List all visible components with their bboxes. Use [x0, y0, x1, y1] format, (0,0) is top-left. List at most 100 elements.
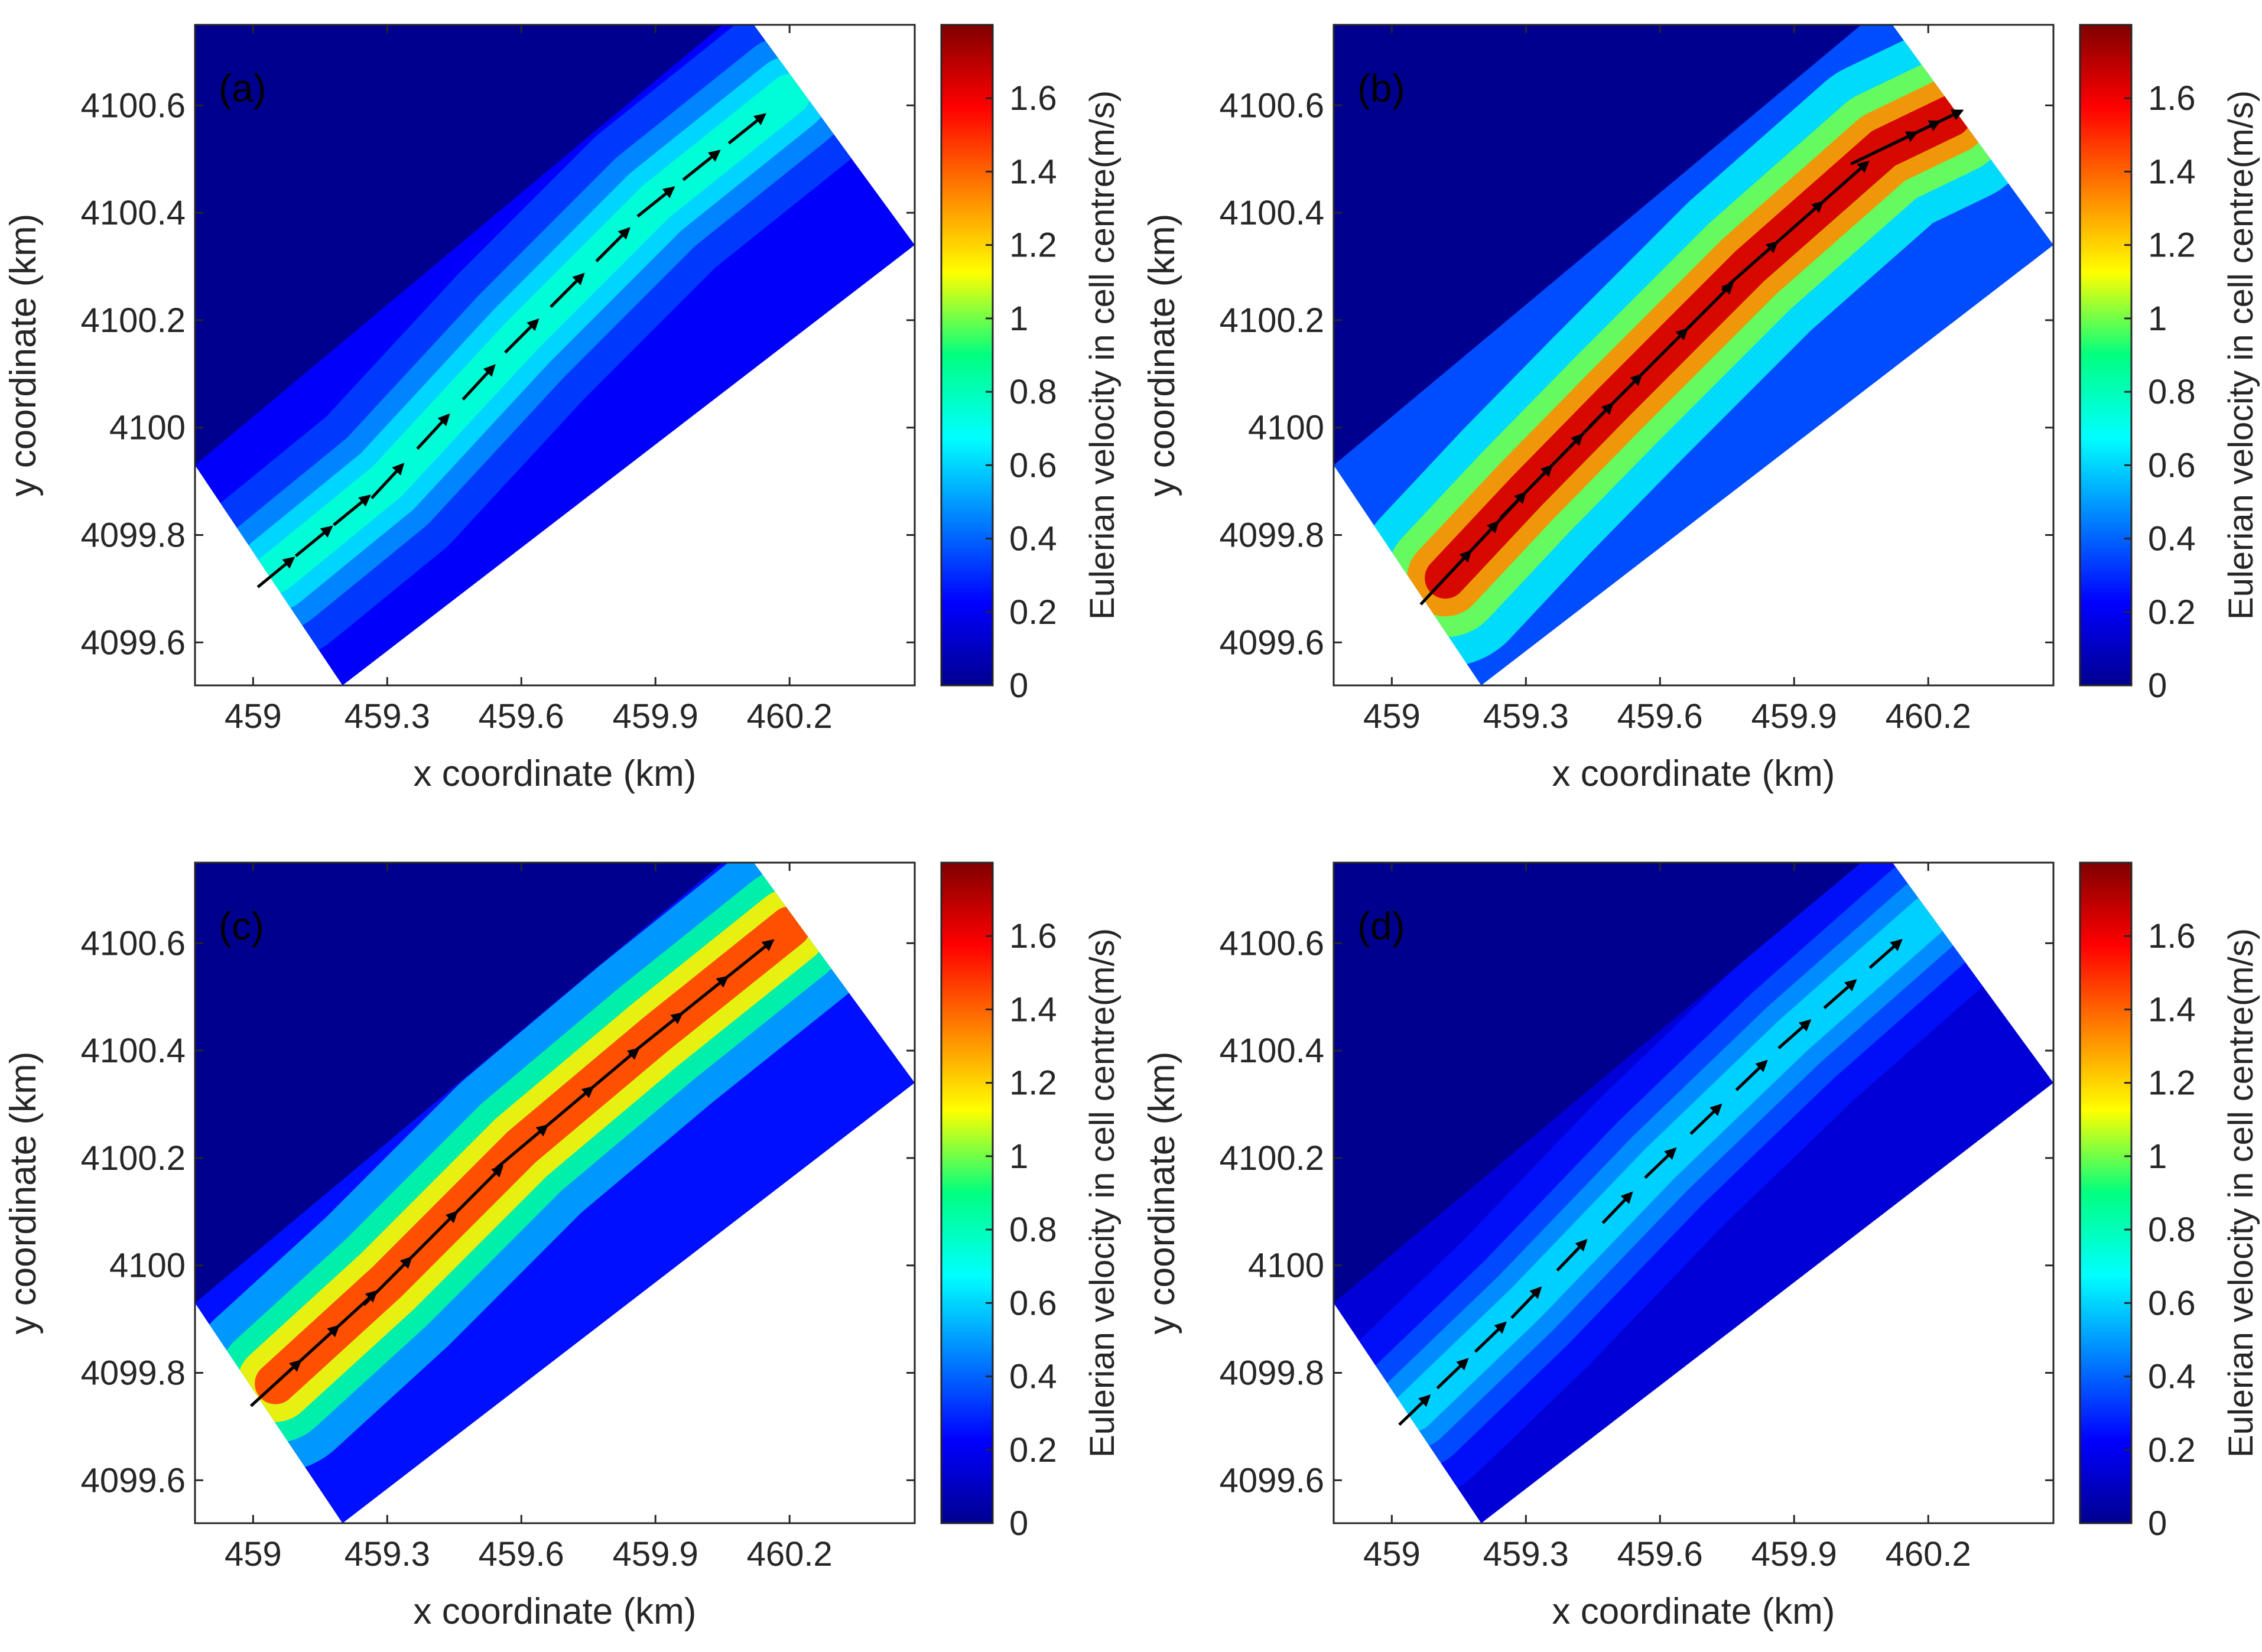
panel-c: 459 459.3 459.6 459.9 460.2 4099.6 4099.8 4100 4… [3, 861, 1122, 1632]
colorbar-tick-label: 0.2 [1009, 593, 1057, 632]
colorbar-tick-label: 0 [1009, 666, 1028, 705]
velocity-arrow [454, 1165, 504, 1215]
x-tick-label: 459.9 [613, 697, 698, 736]
velocity-arrow [682, 149, 721, 181]
colorbar-tick-label: 0.6 [1009, 1284, 1057, 1322]
colorbar-tick-label: 0.8 [1009, 1211, 1057, 1249]
colorbar-tick-label: 0.4 [1009, 1358, 1057, 1396]
colorbar-label: Eulerian velocity in cell centre(m/s) [2222, 90, 2260, 620]
x-tick-label: 459.6 [1617, 697, 1703, 736]
velocity-arrow [1634, 327, 1688, 382]
panel-a: 459 459.3 459.6 459.9 460.2 4099.6 4099.8 4100 4… [3, 24, 1122, 794]
velocity-arrow [1679, 282, 1734, 336]
velocity-arrow [362, 1256, 412, 1306]
colorbar-tick-label: 1.4 [2148, 990, 2196, 1029]
colorbar-tick-label: 0.2 [2148, 1431, 2196, 1469]
velocity-arrow [1510, 1286, 1542, 1319]
y-tick-label: 4099.6 [1220, 623, 1324, 662]
y-tick-label: 4099.8 [1220, 516, 1324, 554]
x-tick-label: 460.2 [1886, 697, 1971, 736]
colorbar-tick-label: 1 [1009, 300, 1028, 338]
x-axis-label: x coordinate (km) [1552, 753, 1835, 794]
x-tick-label: 459 [1363, 1535, 1421, 1573]
panel-b: 459 459.3 459.6 459.9 460.2 4099.6 4099.8 4100 4… [1142, 24, 2260, 794]
velocity-arrow [720, 939, 775, 984]
velocity-arrow [1398, 1394, 1431, 1426]
panel-d: 459 459.3 459.6 459.9 460.2 4099.6 4099.8 4100 4… [1142, 861, 2260, 1632]
velocity-arrow [1823, 979, 1857, 1009]
velocity-arrow [1644, 1147, 1677, 1179]
velocity-arrow [504, 318, 540, 354]
colorbar-tick-label: 1 [2148, 1137, 2167, 1176]
panel-label: (d) [1357, 904, 1405, 948]
colorbar-tick-label: 0 [2148, 1504, 2167, 1543]
colorbar-tick-label: 1.6 [1009, 79, 1057, 118]
y-axis-label: y coordinate (km) [1142, 214, 1182, 497]
velocity-arrow [540, 1086, 594, 1131]
colorbar-tick-label: 0.8 [2148, 373, 2196, 411]
colorbar-tick-label: 1.6 [1009, 917, 1057, 955]
y-tick-label: 4100.6 [1220, 86, 1324, 125]
velocity-arrows [1419, 109, 1964, 606]
velocity-arrow [1721, 240, 1779, 292]
velocity-arrow [408, 1211, 459, 1261]
velocity-arrow [1556, 1238, 1588, 1271]
x-tick-label: 459 [225, 697, 282, 736]
colorbar-tick-label: 1.4 [1009, 152, 1057, 191]
velocity-arrow [1868, 939, 1903, 969]
colorbar-tick-label: 1.2 [2148, 1064, 2196, 1103]
colorbar [2079, 24, 2133, 687]
velocity-arrow [1601, 1191, 1633, 1224]
velocity-arrows [1398, 939, 1903, 1426]
x-tick-label: 459.6 [1617, 1535, 1703, 1573]
x-tick-label: 459.3 [1483, 1535, 1569, 1573]
velocity-arrow [416, 413, 450, 450]
y-tick-label: 4099.6 [81, 623, 186, 662]
colorbar-tick-label: 0.4 [1009, 520, 1057, 558]
y-tick-label: 4099.8 [81, 1354, 186, 1392]
axes-frame [1332, 24, 2055, 687]
velocity-arrow [636, 186, 675, 218]
y-tick-label: 4100.4 [81, 194, 186, 232]
panel-label: (a) [219, 66, 266, 110]
velocity-field [1334, 863, 2053, 1523]
land-mask [1334, 25, 1861, 466]
colorbar-tick-label: 0 [2148, 666, 2167, 705]
velocity-arrow [1812, 160, 1870, 212]
land-mask [1334, 863, 1861, 1303]
colorbar-tick-label: 0.4 [2148, 520, 2196, 558]
colorbar-tick-label: 0.2 [2148, 593, 2196, 632]
y-tick-label: 4100.6 [1220, 924, 1324, 962]
y-tick-label: 4100 [109, 409, 186, 447]
y-tick-label: 4099.6 [81, 1461, 186, 1500]
panel-label: (c) [219, 904, 264, 948]
velocity-field [195, 25, 915, 685]
y-tick-label: 4099.8 [1220, 1354, 1324, 1392]
x-tick-label: 459.9 [613, 1535, 698, 1573]
velocity-arrow [1474, 1321, 1507, 1353]
velocity-arrow [333, 495, 371, 526]
velocity-arrow [1896, 109, 1964, 144]
colorbar-tick-label: 0.2 [1009, 1431, 1057, 1469]
velocity-arrow [727, 113, 766, 145]
x-tick-label: 460.2 [747, 697, 833, 736]
colorbar-tick-label: 0.6 [2148, 1284, 2196, 1322]
y-tick-label: 4099.6 [1220, 1461, 1324, 1500]
velocity-arrow [628, 1012, 684, 1056]
velocity-arrow [294, 525, 333, 558]
y-tick-label: 4100.2 [81, 301, 186, 340]
y-tick-label: 4100.2 [1220, 1139, 1324, 1178]
y-tick-label: 4100 [1248, 409, 1324, 447]
colorbar-tick-label: 0.6 [1009, 446, 1057, 484]
colorbar-tick-label: 1.6 [2148, 79, 2196, 118]
velocity-arrow [674, 975, 729, 1020]
y-tick-label: 4100.6 [81, 86, 186, 125]
colorbar-tick-label: 1.2 [1009, 1064, 1057, 1103]
y-tick-label: 4100.2 [81, 1139, 186, 1178]
colorbar-tick-label: 0.4 [2148, 1358, 2196, 1396]
x-tick-label: 459.3 [1483, 697, 1569, 736]
colorbar-tick-label: 1.6 [2148, 917, 2196, 955]
x-tick-label: 459.9 [1751, 1535, 1837, 1573]
velocity-arrow [586, 1048, 640, 1094]
colorbar-tick-label: 1.4 [1009, 990, 1057, 1029]
